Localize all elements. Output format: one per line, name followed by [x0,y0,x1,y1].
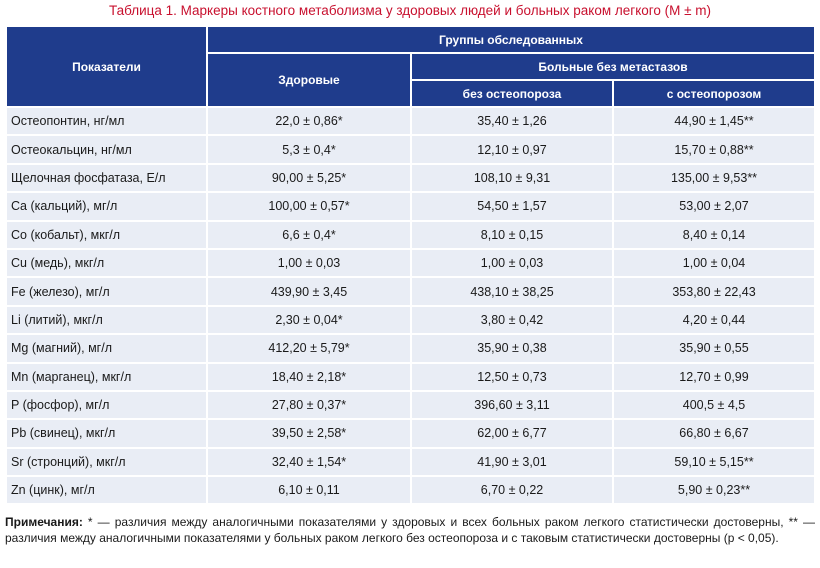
no-osteoporosis-value: 396,60 ± 3,11 [412,391,612,419]
indicator-name: Остеокальцин, нг/мл [7,136,206,163]
markers-table: Показатели Группы обследованных Здоровые… [5,25,816,505]
indicator-name: Cu (медь), мкг/л [7,249,206,277]
indicator-name: Ca (кальций), мг/л [7,193,206,220]
no-osteoporosis-value: 1,00 ± 0,03 [412,249,612,277]
header-healthy: Здоровые [208,54,410,106]
healthy-value: 6,10 ± 0,11 [208,477,410,504]
healthy-value: 27,80 ± 0,37* [208,391,410,419]
indicator-name: P (фосфор), мг/л [7,391,206,419]
with-osteoporosis-value: 59,10 ± 5,15** [614,448,815,476]
table-row: Zn (цинк), мг/л 6,10 ± 0,11 6,70 ± 0,22 … [7,477,815,504]
no-osteoporosis-value: 12,10 ± 0,97 [412,136,612,163]
table-row: Mg (магний), мг/л 412,20 ± 5,79* 35,90 ±… [7,335,815,362]
table-row: P (фосфор), мг/л 27,80 ± 0,37* 396,60 ± … [7,391,815,419]
indicator-name: Щелочная фосфатаза, Е/л [7,164,206,192]
footnote-text: * — различия между аналогичными показате… [5,515,815,545]
indicator-name: Fe (железо), мг/л [7,278,206,305]
no-osteoporosis-value: 108,10 ± 9,31 [412,164,612,192]
no-osteoporosis-value: 35,90 ± 0,38 [412,335,612,362]
table-row: Pb (свинец), мкг/л 39,50 ± 2,58* 62,00 ±… [7,420,815,447]
with-osteoporosis-value: 53,00 ± 2,07 [614,193,815,220]
header-groups: Группы обследованных [208,27,815,52]
healthy-value: 1,00 ± 0,03 [208,249,410,277]
healthy-value: 2,30 ± 0,04* [208,306,410,334]
indicator-name: Co (кобальт), мкг/л [7,221,206,248]
with-osteoporosis-value: 5,90 ± 0,23** [614,477,815,504]
indicator-name: Pb (свинец), мкг/л [7,420,206,447]
no-osteoporosis-value: 3,80 ± 0,42 [412,306,612,334]
healthy-value: 5,3 ± 0,4* [208,136,410,163]
no-osteoporosis-value: 35,40 ± 1,26 [412,108,612,135]
no-osteoporosis-value: 438,10 ± 38,25 [412,278,612,305]
header-with-osteoporosis: с остеопорозом [614,81,815,106]
healthy-value: 100,00 ± 0,57* [208,193,410,220]
with-osteoporosis-value: 1,00 ± 0,04 [614,249,815,277]
no-osteoporosis-value: 62,00 ± 6,77 [412,420,612,447]
indicator-name: Mg (магний), мг/л [7,335,206,362]
with-osteoporosis-value: 135,00 ± 9,53** [614,164,815,192]
table-row: Остеокальцин, нг/мл 5,3 ± 0,4* 12,10 ± 0… [7,136,815,163]
healthy-value: 39,50 ± 2,58* [208,420,410,447]
header-no-osteoporosis: без остеопороза [412,81,612,106]
healthy-value: 32,40 ± 1,54* [208,448,410,476]
with-osteoporosis-value: 15,70 ± 0,88** [614,136,815,163]
with-osteoporosis-value: 12,70 ± 0,99 [614,363,815,390]
no-osteoporosis-value: 8,10 ± 0,15 [412,221,612,248]
healthy-value: 6,6 ± 0,4* [208,221,410,248]
with-osteoporosis-value: 35,90 ± 0,55 [614,335,815,362]
healthy-value: 90,00 ± 5,25* [208,164,410,192]
healthy-value: 412,20 ± 5,79* [208,335,410,362]
no-osteoporosis-value: 54,50 ± 1,57 [412,193,612,220]
table-row: Остеопонтин, нг/мл 22,0 ± 0,86* 35,40 ± … [7,108,815,135]
healthy-value: 18,40 ± 2,18* [208,363,410,390]
table-footnote: Примечания: * — различия между аналогичн… [5,514,815,546]
table-row: Cu (медь), мкг/л 1,00 ± 0,03 1,00 ± 0,03… [7,249,815,277]
indicator-name: Sr (стронций), мкг/л [7,448,206,476]
with-osteoporosis-value: 400,5 ± 4,5 [614,391,815,419]
indicator-name: Li (литий), мкг/л [7,306,206,334]
indicator-name: Zn (цинк), мг/л [7,477,206,504]
no-osteoporosis-value: 6,70 ± 0,22 [412,477,612,504]
header-patients-no-metastases: Больные без метастазов [412,54,815,79]
with-osteoporosis-value: 4,20 ± 0,44 [614,306,815,334]
indicator-name: Остеопонтин, нг/мл [7,108,206,135]
table-row: Co (кобальт), мкг/л 6,6 ± 0,4* 8,10 ± 0,… [7,221,815,248]
with-osteoporosis-value: 8,40 ± 0,14 [614,221,815,248]
table-row: Sr (стронций), мкг/л 32,40 ± 1,54* 41,90… [7,448,815,476]
with-osteoporosis-value: 353,80 ± 22,43 [614,278,815,305]
healthy-value: 22,0 ± 0,86* [208,108,410,135]
table-row: Щелочная фосфатаза, Е/л 90,00 ± 5,25* 10… [7,164,815,192]
healthy-value: 439,90 ± 3,45 [208,278,410,305]
no-osteoporosis-value: 12,50 ± 0,73 [412,363,612,390]
with-osteoporosis-value: 66,80 ± 6,67 [614,420,815,447]
footnote-label: Примечания: [5,515,83,529]
with-osteoporosis-value: 44,90 ± 1,45** [614,108,815,135]
table-caption: Таблица 1. Маркеры костного метаболизма … [108,3,712,18]
table-row: Li (литий), мкг/л 2,30 ± 0,04* 3,80 ± 0,… [7,306,815,334]
indicator-name: Mn (марганец), мкг/л [7,363,206,390]
no-osteoporosis-value: 41,90 ± 3,01 [412,448,612,476]
table-row: Mn (марганец), мкг/л 18,40 ± 2,18* 12,50… [7,363,815,390]
table-row: Ca (кальций), мг/л 100,00 ± 0,57* 54,50 … [7,193,815,220]
header-indicators: Показатели [7,27,206,106]
table-row: Fe (железо), мг/л 439,90 ± 3,45 438,10 ±… [7,278,815,305]
